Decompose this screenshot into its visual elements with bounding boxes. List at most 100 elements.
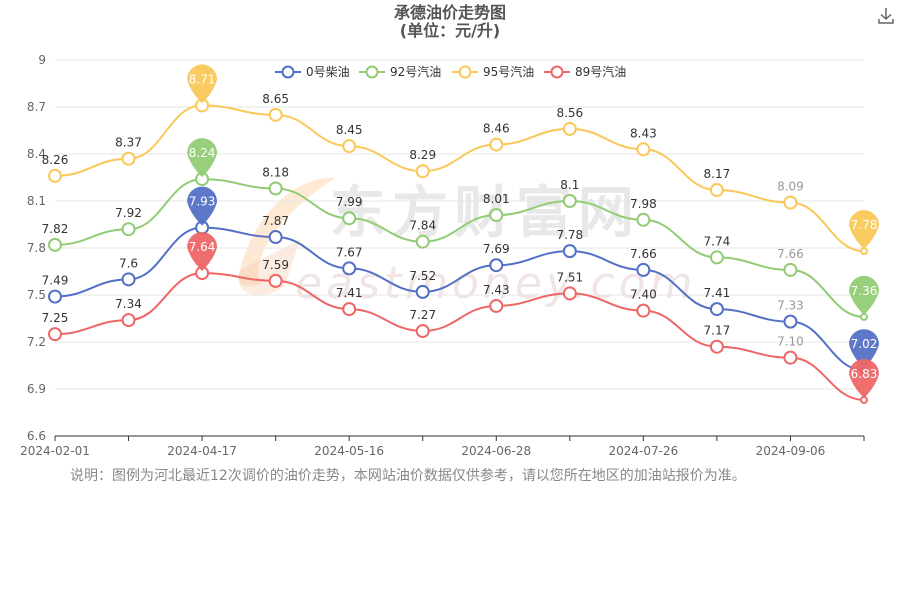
data-point[interactable] xyxy=(268,181,283,196)
data-label: 7.17 xyxy=(704,324,731,338)
x-tick-label: 2024-05-16 xyxy=(314,444,384,458)
legend-item-0[interactable]: 0号柴油 xyxy=(306,65,350,79)
legend-item-1[interactable]: 92号汽油 xyxy=(390,64,441,79)
y-tick-label: 7.5 xyxy=(27,288,46,302)
data-label: 7.59 xyxy=(262,258,289,272)
y-tick-label: 7.8 xyxy=(27,241,46,255)
chart-title-unit: (单位：元/升) xyxy=(399,21,501,40)
legend-item-3[interactable]: 89号汽油 xyxy=(575,64,626,79)
data-point[interactable] xyxy=(562,194,577,208)
data-point[interactable] xyxy=(268,273,283,288)
data-label: 8.01 xyxy=(483,192,510,206)
data-label: 7.52 xyxy=(409,269,436,283)
data-point[interactable] xyxy=(268,230,283,245)
data-point[interactable] xyxy=(636,142,651,157)
data-point[interactable] xyxy=(415,234,430,249)
data-point[interactable] xyxy=(489,298,504,313)
series-line-1 xyxy=(54,178,865,318)
data-point[interactable] xyxy=(342,139,357,154)
data-point[interactable] xyxy=(783,262,798,277)
data-point[interactable] xyxy=(415,324,430,339)
data-point[interactable] xyxy=(783,314,798,329)
data-label: 7.33 xyxy=(777,299,804,313)
data-label: 7.6 xyxy=(119,256,138,270)
data-label: 7.66 xyxy=(777,247,804,261)
data-point[interactable] xyxy=(562,121,577,136)
data-point[interactable] xyxy=(415,284,430,299)
data-label: 8.29 xyxy=(409,148,436,162)
y-tick-label: 6.9 xyxy=(27,382,46,396)
data-point[interactable] xyxy=(709,302,724,317)
data-label: 7.87 xyxy=(262,214,289,228)
data-label: 8.37 xyxy=(115,136,142,150)
y-tick-label: 7.2 xyxy=(27,335,46,349)
data-label: 8.18 xyxy=(262,165,289,179)
data-point[interactable] xyxy=(709,250,724,265)
data-point[interactable] xyxy=(783,195,798,210)
data-point[interactable] xyxy=(636,212,651,227)
data-point[interactable] xyxy=(342,302,357,317)
data-label: 8.45 xyxy=(336,123,363,137)
min-pin-label: 7.36 xyxy=(851,284,878,298)
series-line-3 xyxy=(54,272,865,401)
data-label: 7.98 xyxy=(630,197,657,211)
data-label: 8.56 xyxy=(556,106,583,120)
legend-marker[interactable] xyxy=(365,65,379,79)
data-label: 8.65 xyxy=(262,92,289,106)
data-label: 7.41 xyxy=(336,286,363,300)
data-label: 7.10 xyxy=(777,335,804,349)
legend-marker[interactable] xyxy=(281,65,295,79)
data-point[interactable] xyxy=(709,183,724,198)
data-point[interactable] xyxy=(48,168,62,183)
data-label: 7.74 xyxy=(704,234,731,248)
legend-marker[interactable] xyxy=(550,65,564,79)
data-point[interactable] xyxy=(342,211,357,226)
data-point[interactable] xyxy=(489,258,504,273)
data-point[interactable] xyxy=(783,350,798,365)
max-pin-marker-1 xyxy=(187,138,218,178)
data-point[interactable] xyxy=(48,289,62,304)
max-pin-label: 7.64 xyxy=(189,240,216,254)
data-point[interactable] xyxy=(489,137,504,152)
x-tick-label: 2024-02-01 xyxy=(20,444,90,458)
min-pin-marker-3 xyxy=(849,358,879,398)
legend-marker[interactable] xyxy=(458,65,472,79)
data-point[interactable] xyxy=(48,237,62,252)
data-point[interactable] xyxy=(121,313,136,328)
max-pin-label: 8.24 xyxy=(189,146,216,160)
data-point[interactable] xyxy=(636,303,651,318)
data-label: 7.34 xyxy=(115,297,142,311)
data-point[interactable] xyxy=(121,151,136,166)
data-label: 8.1 xyxy=(560,178,579,192)
data-point[interactable] xyxy=(562,244,577,259)
max-pin-marker-2 xyxy=(187,64,218,104)
data-label: 8.09 xyxy=(777,180,804,194)
data-point[interactable] xyxy=(48,327,62,342)
data-point[interactable] xyxy=(268,107,283,122)
x-tick-label: 2024-09-06 xyxy=(756,444,826,458)
max-pin-marker-3 xyxy=(187,232,218,272)
min-pin-label: 7.02 xyxy=(851,337,878,351)
data-label: 7.41 xyxy=(704,286,731,300)
data-label: 7.67 xyxy=(336,245,363,259)
data-label: 7.82 xyxy=(42,222,69,236)
data-point[interactable] xyxy=(562,286,577,301)
data-point[interactable] xyxy=(342,261,357,276)
download-icon[interactable] xyxy=(876,6,896,26)
legend-item-2[interactable]: 95号汽油 xyxy=(483,64,534,79)
data-point[interactable] xyxy=(489,208,504,223)
data-label: 7.84 xyxy=(409,219,436,233)
data-label: 8.26 xyxy=(42,153,69,167)
data-point[interactable] xyxy=(121,272,136,287)
data-point[interactable] xyxy=(709,339,724,354)
data-label: 7.78 xyxy=(556,228,583,242)
y-tick-label: 9 xyxy=(38,53,46,67)
data-point[interactable] xyxy=(636,262,651,277)
data-point[interactable] xyxy=(121,222,136,237)
y-tick-label: 8.7 xyxy=(27,100,46,114)
max-pin-label: 8.71 xyxy=(189,72,216,86)
y-tick-label: 8.1 xyxy=(27,194,46,208)
max-pin-marker-0 xyxy=(187,186,218,226)
x-tick-label: 2024-06-28 xyxy=(461,444,531,458)
data-point[interactable] xyxy=(415,164,430,179)
